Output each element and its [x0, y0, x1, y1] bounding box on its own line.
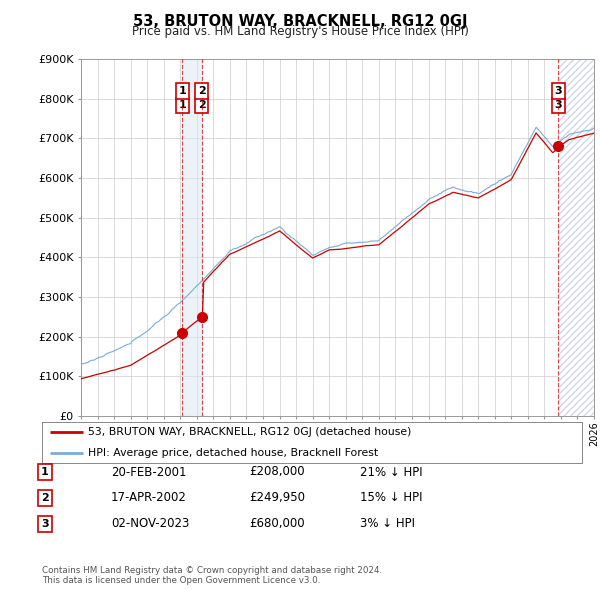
Text: 20-FEB-2001: 20-FEB-2001	[111, 466, 187, 478]
Text: 21% ↓ HPI: 21% ↓ HPI	[360, 466, 422, 478]
Text: 3: 3	[554, 86, 562, 96]
Bar	[558, 59, 594, 416]
Text: 3: 3	[41, 519, 49, 529]
Bar	[558, 59, 594, 416]
Text: 02-NOV-2023: 02-NOV-2023	[111, 517, 190, 530]
Text: Price paid vs. HM Land Registry's House Price Index (HPI): Price paid vs. HM Land Registry's House …	[131, 25, 469, 38]
Text: 2: 2	[41, 493, 49, 503]
Text: 2: 2	[198, 100, 206, 110]
Text: 17-APR-2002: 17-APR-2002	[111, 491, 187, 504]
Text: Contains HM Land Registry data © Crown copyright and database right 2024.
This d: Contains HM Land Registry data © Crown c…	[42, 566, 382, 585]
Bar	[182, 59, 202, 416]
Text: HPI: Average price, detached house, Bracknell Forest: HPI: Average price, detached house, Brac…	[88, 448, 378, 458]
Text: £208,000: £208,000	[249, 466, 305, 478]
Text: 1: 1	[178, 100, 186, 110]
Text: 53, BRUTON WAY, BRACKNELL, RG12 0GJ (detached house): 53, BRUTON WAY, BRACKNELL, RG12 0GJ (det…	[88, 427, 411, 437]
Text: 1: 1	[178, 86, 186, 96]
Text: 2: 2	[198, 86, 206, 96]
Text: 15% ↓ HPI: 15% ↓ HPI	[360, 491, 422, 504]
Text: £680,000: £680,000	[249, 517, 305, 530]
Text: 1: 1	[41, 467, 49, 477]
Text: 3: 3	[554, 100, 562, 110]
Text: £249,950: £249,950	[249, 491, 305, 504]
Text: 3% ↓ HPI: 3% ↓ HPI	[360, 517, 415, 530]
Text: 53, BRUTON WAY, BRACKNELL, RG12 0GJ: 53, BRUTON WAY, BRACKNELL, RG12 0GJ	[133, 14, 467, 28]
